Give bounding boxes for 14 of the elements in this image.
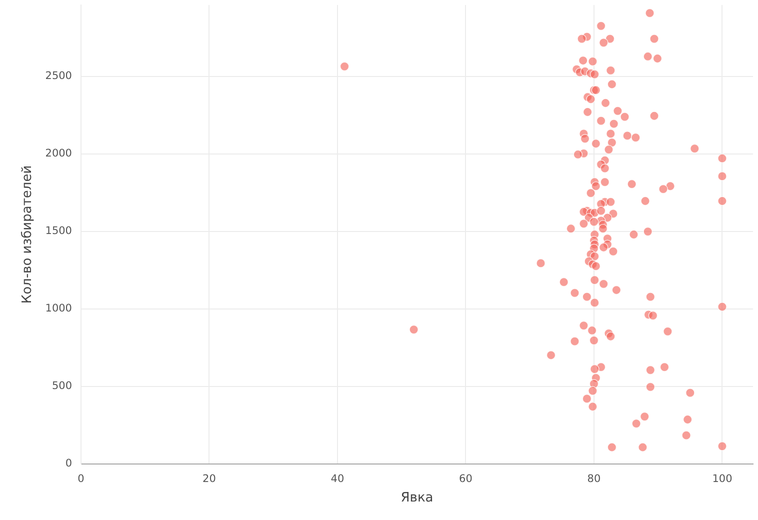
- x-axis-title: Явка: [400, 490, 434, 506]
- y-tick-label: 1000: [45, 302, 72, 315]
- y-tick-label: 0: [65, 458, 72, 470]
- x-tick-label: 80: [587, 473, 601, 486]
- y-tick-label: 500: [52, 380, 72, 392]
- y-axis-title: Кол-во избирателей: [20, 165, 36, 304]
- x-tick-label: 0: [78, 473, 84, 486]
- y-tick-label: 1500: [45, 225, 72, 238]
- x-tick-label: 40: [330, 473, 344, 486]
- y-tick-label: 2000: [45, 148, 72, 160]
- x-tick-label: 20: [202, 473, 216, 486]
- x-tick-label: 100: [712, 473, 732, 486]
- y-tick-label: 2500: [45, 70, 72, 82]
- x-tick-label: 60: [459, 473, 472, 486]
